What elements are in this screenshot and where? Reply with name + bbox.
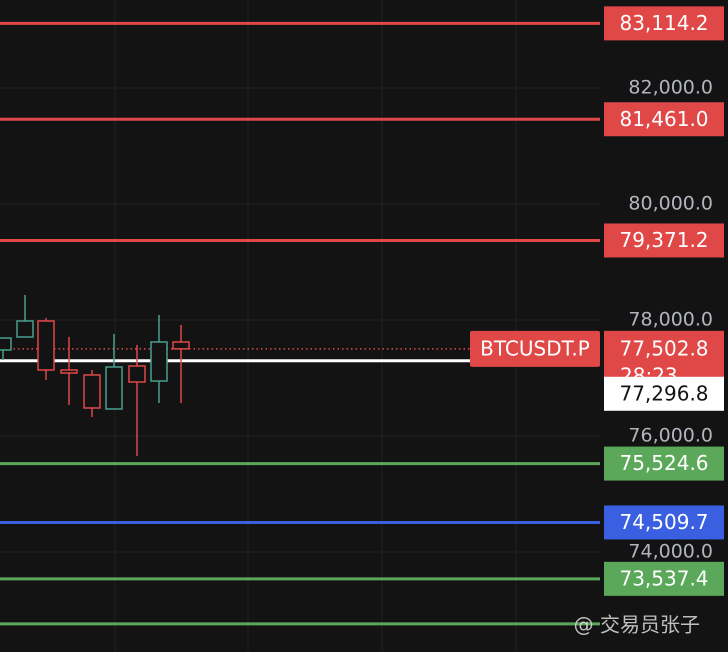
levels	[0, 21, 600, 626]
price-labels: 83,114.2 81,461.0 79,371.2 75,524.6 74,509.7…	[470, 6, 724, 596]
level-label: 79,371.2	[619, 228, 708, 252]
candle-body	[0, 337, 12, 351]
watermark: @ 交易员张子	[574, 613, 700, 637]
y-tick-label: 74,000.0	[628, 541, 713, 563]
level-label-box	[604, 505, 724, 540]
candle-body	[60, 369, 78, 374]
y-tick-label: 80,000.0	[628, 192, 713, 214]
symbol-box	[470, 330, 600, 367]
level-label-box	[604, 6, 724, 41]
y-tick-label: 76,000.0	[628, 425, 713, 447]
mark-price-label: 77,296.8	[619, 381, 708, 405]
level-label-box	[604, 102, 724, 137]
candle-body	[16, 320, 34, 338]
level-label: 81,461.0	[619, 107, 708, 131]
candle-body	[105, 366, 123, 410]
symbol-label: BTCUSDT.P	[480, 336, 590, 360]
candle-body	[172, 341, 190, 350]
level-label: 74,509.7	[619, 510, 708, 534]
mark-price-box	[604, 376, 724, 411]
current-price-label: 77,502.8	[619, 336, 708, 360]
level-label-box	[604, 223, 724, 258]
candle-body	[150, 341, 168, 382]
candle-body	[37, 320, 55, 371]
price-axis: 74,000.0 76,000.0 78,000.0 80,000.0 82,000.0	[628, 76, 713, 562]
level-label: 83,114.2	[619, 11, 708, 35]
grid	[0, 87, 600, 553]
level-label: 75,524.6	[619, 451, 708, 475]
candles	[0, 294, 190, 457]
level-label: 73,537.4	[619, 566, 708, 590]
y-tick-label: 78,000.0	[628, 308, 713, 330]
candle-body	[83, 374, 101, 409]
level-label-box	[604, 561, 724, 596]
level-label-box	[604, 446, 724, 481]
y-tick-label: 82,000.0	[628, 76, 713, 98]
candle-body	[128, 365, 146, 383]
